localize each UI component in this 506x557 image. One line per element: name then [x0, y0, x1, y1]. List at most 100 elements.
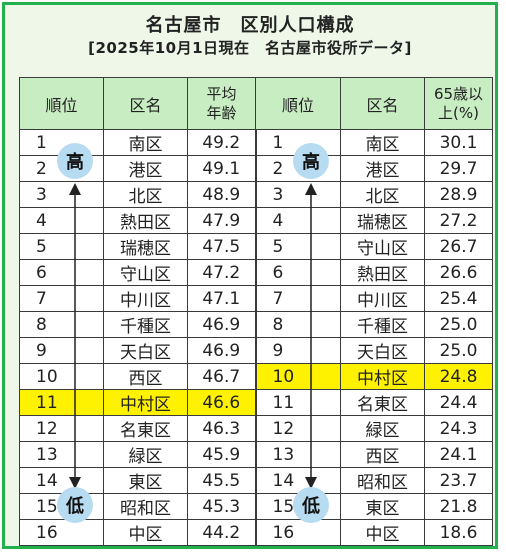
- table-row: 14 東区 45.5 14 昭和区 23.7: [19, 467, 493, 494]
- ward-left-cell: 守山区: [103, 259, 188, 286]
- page-title: 名古屋市 区別人口構成: [145, 15, 355, 36]
- rank-left-cell: 16: [19, 519, 104, 546]
- average-age-cell: 47.9: [187, 207, 256, 234]
- table-row: 4 熱田区 47.9 4 瑞穂区 27.2: [19, 207, 493, 234]
- average-age-cell: 49.2: [187, 129, 256, 156]
- ward-right-cell: 瑞穂区: [340, 207, 425, 234]
- header-average-age-line2: 年齢: [206, 103, 237, 122]
- low-badge-left: 低: [57, 487, 93, 523]
- ward-right-cell: 守山区: [340, 233, 425, 260]
- low-badge-right: 低: [293, 487, 329, 523]
- rank-right-cell: 8: [254, 311, 341, 338]
- average-age-cell: 45.5: [187, 467, 256, 494]
- ranking-panel: 名古屋市 区別人口構成 [2025年10月1日現在 名古屋市役所データ] 順位 …: [2, 2, 498, 549]
- table-row: 15 昭和区 45.3 15 東区 21.8: [19, 493, 493, 520]
- elderly-ratio-cell: 25.0: [424, 337, 493, 364]
- ward-left-cell: 熱田区: [103, 207, 188, 234]
- header-elderly-ratio-line2: 上(%): [438, 103, 479, 122]
- ward-right-cell: 中村区: [340, 363, 425, 390]
- table-row: 6 守山区 47.2 6 熱田区 26.6: [19, 259, 493, 286]
- high-badge-right: 高: [293, 143, 329, 179]
- rank-right-cell: 5: [254, 233, 341, 260]
- elderly-ratio-cell: 25.0: [424, 311, 493, 338]
- header-rank-right: 順位: [255, 77, 341, 130]
- ward-right-cell: 熱田区: [340, 259, 425, 286]
- ward-left-cell: 北区: [103, 181, 188, 208]
- rank-left-cell: 8: [19, 311, 104, 338]
- header-rank-left: 順位: [19, 77, 104, 130]
- rank-right-cell: 9: [254, 337, 341, 364]
- ward-right-cell: 北区: [340, 181, 425, 208]
- rank-right-cell: 6: [254, 259, 341, 286]
- table-row: 13 緑区 45.9 13 西区 24.1: [19, 441, 493, 468]
- average-age-cell: 46.9: [187, 337, 256, 364]
- rank-left-cell: 3: [19, 181, 104, 208]
- ward-right-cell: 中区: [340, 519, 425, 546]
- average-age-cell: 46.6: [187, 389, 256, 416]
- elderly-ratio-cell: 24.1: [424, 441, 493, 468]
- table-header-row: 順位 区名 平均 年齢 順位 区名 65歳以 上(%): [19, 77, 493, 130]
- ward-left-cell: 中川区: [103, 285, 188, 312]
- direction-arrows: [69, 183, 317, 489]
- elderly-ratio-cell: 26.6: [424, 259, 493, 286]
- rank-left-cell: 13: [19, 441, 104, 468]
- ward-right-cell: 港区: [340, 155, 425, 182]
- table-row: 16 中区 44.2 16 中区 18.6: [19, 519, 493, 546]
- ward-left-cell: 緑区: [103, 441, 188, 468]
- average-age-cell: 45.3: [187, 493, 256, 520]
- table-row: 1 南区 49.2 1 南区 30.1: [19, 129, 493, 156]
- ranking-table: 順位 区名 平均 年齢 順位 区名 65歳以 上(%) 1 南区 49.2 1 南区 30…: [19, 77, 493, 546]
- ward-right-cell: 西区: [340, 441, 425, 468]
- ward-right-cell: 昭和区: [340, 467, 425, 494]
- ward-right-cell: 東区: [340, 493, 425, 520]
- average-age-cell: 47.5: [187, 233, 256, 260]
- average-age-cell: 44.2: [187, 519, 256, 546]
- rank-right-cell: 11: [254, 389, 341, 416]
- elderly-ratio-cell: 29.7: [424, 155, 493, 182]
- rank-left-cell: 10: [19, 363, 104, 390]
- rank-right-cell: 4: [254, 207, 341, 234]
- ward-right-cell: 中川区: [340, 285, 425, 312]
- table-row: 12 名東区 46.3 12 緑区 24.3: [19, 415, 493, 442]
- ward-right-cell: 千種区: [340, 311, 425, 338]
- header-average-age-line1: 平均: [206, 84, 237, 103]
- ward-left-cell: 西区: [103, 363, 188, 390]
- rank-left-cell: 9: [19, 337, 104, 364]
- header-average-age: 平均 年齢: [187, 77, 256, 130]
- rank-right-cell: 10: [254, 363, 341, 390]
- table-row: 10 西区 46.7 10 中村区 24.8: [19, 363, 493, 390]
- elderly-ratio-cell: 28.9: [424, 181, 493, 208]
- ward-left-cell: 東区: [103, 467, 188, 494]
- elderly-ratio-cell: 24.8: [424, 363, 493, 390]
- table-row: 5 瑞穂区 47.5 5 守山区 26.7: [19, 233, 493, 260]
- header-elderly-ratio-line1: 65歳以: [433, 84, 484, 103]
- table-row: 8 千種区 46.9 8 千種区 25.0: [19, 311, 493, 338]
- elderly-ratio-cell: 21.8: [424, 493, 493, 520]
- ward-left-cell: 千種区: [103, 311, 188, 338]
- rank-left-cell: 14: [19, 467, 104, 494]
- rank-right-cell: 14: [254, 467, 341, 494]
- elderly-ratio-cell: 30.1: [424, 129, 493, 156]
- rank-left-cell: 12: [19, 415, 104, 442]
- average-age-cell: 46.9: [187, 311, 256, 338]
- page-subtitle: [2025年10月1日現在 名古屋市役所データ]: [88, 39, 412, 57]
- elderly-ratio-cell: 18.6: [424, 519, 493, 546]
- ward-left-cell: 南区: [103, 129, 188, 156]
- high-badge-left: 高: [57, 143, 93, 179]
- average-age-cell: 45.9: [187, 441, 256, 468]
- rank-left-cell: 4: [19, 207, 104, 234]
- header-ward-left: 区名: [103, 77, 188, 130]
- elderly-ratio-cell: 24.4: [424, 389, 493, 416]
- table-row: 3 北区 48.9 3 北区 28.9: [19, 181, 493, 208]
- ward-right-cell: 天白区: [340, 337, 425, 364]
- rank-right-cell: 13: [254, 441, 341, 468]
- rank-left-cell: 11: [19, 389, 104, 416]
- table-row: 7 中川区 47.1 7 中川区 25.4: [19, 285, 493, 312]
- rank-right-cell: 7: [254, 285, 341, 312]
- ward-right-cell: 南区: [340, 129, 425, 156]
- rank-left-cell: 6: [19, 259, 104, 286]
- ward-left-cell: 名東区: [103, 415, 188, 442]
- rank-right-cell: 16: [254, 519, 341, 546]
- ward-right-cell: 緑区: [340, 415, 425, 442]
- rank-right-cell: 3: [254, 181, 341, 208]
